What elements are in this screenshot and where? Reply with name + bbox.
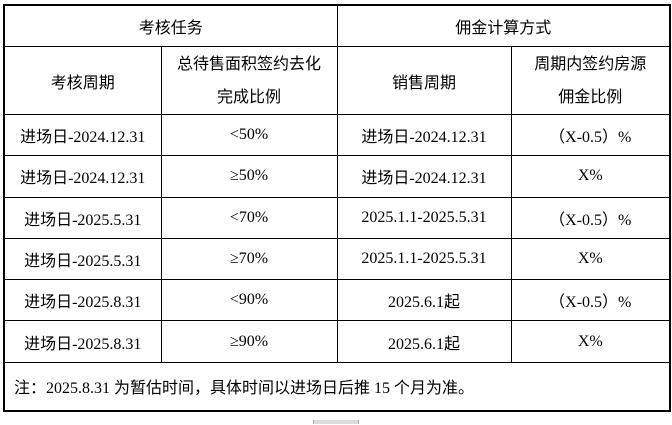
table-row: 进场日-2024.12.31 ≥50% 进场日-2024.12.31 X% — [3, 155, 671, 198]
header-commission-ratio: 周期内签约房源 佣金比例 — [510, 46, 671, 115]
cell-commission-ratio: （X-0.5）% — [510, 279, 671, 322]
cell-sales-period: 进场日-2024.12.31 — [336, 113, 512, 157]
table-row: 进场日-2025.8.31 ≥90% 2025.6.1起 X% — [3, 320, 671, 363]
cell-commission-ratio: X% — [510, 155, 671, 198]
table-row: 进场日-2025.5.31 ≥70% 2025.1.1-2025.5.31 X% — [3, 237, 671, 281]
cell-completion-ratio: <70% — [160, 196, 338, 239]
header-sales-period: 销售周期 — [336, 46, 512, 115]
cell-sales-period: 进场日-2024.12.31 — [336, 155, 512, 198]
cell-sales-period: 2025.6.1起 — [336, 279, 512, 322]
footnote-row: 注：2025.8.31 为暂估时间，具体时间以进场日后推 15 个月为准。 — [3, 361, 671, 412]
table-row: 进场日-2024.12.31 <50% 进场日-2024.12.31 （X-0.… — [3, 113, 671, 157]
header-assessment-period: 考核周期 — [3, 46, 162, 115]
header-assessment-task: 考核任务 — [3, 4, 338, 47]
cell-sales-period: 2025.1.1-2025.5.31 — [336, 237, 512, 281]
cell-sales-period: 2025.6.1起 — [336, 320, 512, 363]
commission-assessment-table: 考核任务 佣金计算方式 考核周期 总待售面积签约去化 完成比例 销售周期 周期内… — [3, 4, 672, 412]
header-commission-ratio-line2: 佣金比例 — [558, 88, 623, 106]
table-row: 进场日-2025.8.31 <90% 2025.6.1起 （X-0.5）% — [3, 279, 671, 322]
header-commission-ratio-line1: 周期内签约房源 — [534, 55, 647, 73]
cell-completion-ratio: <90% — [160, 279, 338, 322]
header-completion-ratio-line1: 总待售面积签约去化 — [177, 55, 322, 73]
footnote-text: 注：2025.8.31 为暂估时间，具体时间以进场日后推 15 个月为准。 — [3, 361, 671, 412]
cell-completion-ratio: ≥70% — [160, 237, 338, 281]
cell-assessment-period: 进场日-2025.8.31 — [3, 279, 162, 322]
cell-completion-ratio: <50% — [160, 113, 338, 157]
cell-commission-ratio: （X-0.5）% — [510, 196, 671, 239]
cell-completion-ratio: ≥90% — [160, 320, 338, 363]
cell-sales-period: 2025.1.1-2025.5.31 — [336, 196, 512, 239]
cell-assessment-period: 进场日-2024.12.31 — [3, 155, 162, 198]
header-completion-ratio-line2: 完成比例 — [217, 88, 282, 106]
cell-assessment-period: 进场日-2025.8.31 — [3, 320, 162, 363]
header-column-row: 考核周期 总待售面积签约去化 完成比例 销售周期 周期内签约房源 佣金比例 — [3, 46, 671, 115]
header-completion-ratio: 总待售面积签约去化 完成比例 — [160, 46, 338, 115]
cell-commission-ratio: X% — [510, 320, 671, 363]
cell-assessment-period: 进场日-2025.5.31 — [3, 196, 162, 239]
table-row: 进场日-2025.5.31 <70% 2025.1.1-2025.5.31 （X… — [3, 196, 671, 239]
resize-handle[interactable] — [313, 420, 359, 424]
header-group-row: 考核任务 佣金计算方式 — [3, 4, 671, 47]
cell-assessment-period: 进场日-2025.5.31 — [3, 237, 162, 281]
cell-assessment-period: 进场日-2024.12.31 — [3, 113, 162, 157]
cell-completion-ratio: ≥50% — [160, 155, 338, 198]
header-commission-method: 佣金计算方式 — [336, 4, 671, 47]
cell-commission-ratio: （X-0.5）% — [510, 113, 671, 157]
cell-commission-ratio: X% — [510, 237, 671, 281]
